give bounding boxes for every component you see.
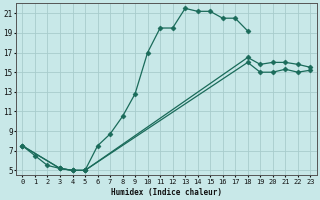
X-axis label: Humidex (Indice chaleur): Humidex (Indice chaleur) xyxy=(111,188,222,197)
